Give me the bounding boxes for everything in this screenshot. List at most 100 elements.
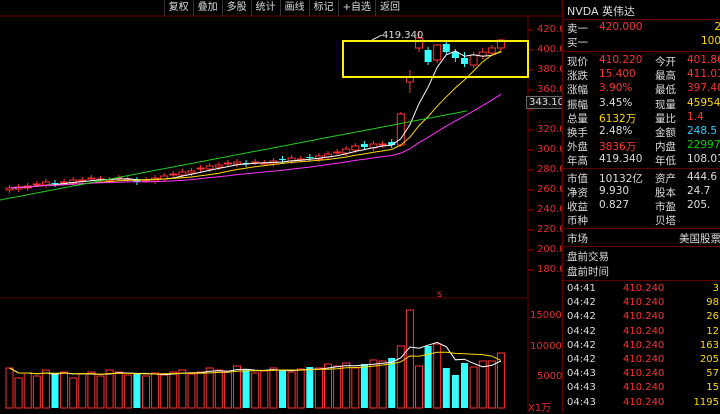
volume-bar (360, 364, 368, 408)
volume-bar (41, 369, 50, 409)
price-axis-tick: 300.00 (537, 144, 572, 155)
stat-value: 108.01 (687, 153, 720, 166)
fund-label: 市值 (567, 173, 588, 185)
premarket-label: 盘前交易 (567, 251, 609, 263)
toolbar-stats-button[interactable]: 统计 (250, 0, 280, 16)
stat-value: 6132万 (599, 112, 637, 125)
candle-body (69, 179, 78, 184)
stat-label: 振幅 (567, 98, 588, 111)
candle-body (187, 170, 196, 174)
tick-row: 04:43 410.240 1195 (567, 397, 720, 410)
toolbar-restore-button[interactable]: 复权 (163, 0, 193, 16)
toolbar-draw-button[interactable]: 画线 (279, 0, 309, 16)
tick-time: 04:43 (567, 368, 596, 380)
stat-label: 年高 (567, 155, 588, 168)
candle-body (214, 164, 223, 168)
fund-label: 净资 (567, 187, 588, 199)
fund-value: 10132亿 (599, 173, 643, 185)
volume-bar (487, 360, 496, 409)
stat-value: 3.90% (599, 82, 633, 95)
market-row: 市场 美国股票 (567, 231, 720, 245)
chart-toolbar: 复权 叠加 多股 统计 画线 标记 +自选 返回 (163, 0, 404, 16)
price-axis-tick: 240.00 (537, 204, 572, 215)
volume-bar (405, 309, 414, 409)
toolbar-overlay-button[interactable]: 叠加 (192, 0, 222, 16)
volume-bar (196, 371, 205, 409)
high-price-pointer (371, 34, 383, 41)
volume-bar (296, 368, 305, 409)
stat-label: 换手 (567, 127, 588, 139)
bid1-row[interactable]: 买一 100 (567, 35, 720, 49)
fund-label: 资产 (655, 173, 676, 185)
volume-bar (32, 375, 41, 409)
volume-bar (51, 374, 59, 408)
fund-row: 市值 10132亿 资产 444.6 (567, 171, 720, 185)
toolbar-mark-button[interactable]: 标记 (308, 0, 338, 16)
volume-bar (324, 363, 332, 409)
fund-value: 0.827 (599, 199, 630, 211)
candle-body (442, 44, 450, 52)
volume-bar (214, 369, 223, 409)
ma20-line (9, 93, 502, 189)
candlestick-chart[interactable]: 复权 叠加 多股 统计 画线 标记 +自选 返回 420.00 400.00 3… (0, 0, 574, 414)
market-label: 市场 (567, 233, 588, 245)
tick-row: 04:43 410.240 57 (567, 368, 720, 381)
volume-bar (442, 368, 450, 408)
volume-bar (78, 373, 87, 409)
price-axis-tick: 280.00 (537, 164, 572, 175)
stat-label: 年低 (655, 155, 676, 168)
volume-bar (251, 372, 260, 409)
volume-bar (123, 374, 132, 409)
highlight-box (342, 40, 529, 78)
candle-body (306, 157, 314, 158)
volume-bar (496, 352, 505, 409)
candle-body (351, 145, 360, 151)
volume-bar (142, 375, 150, 409)
volume-bar (333, 365, 342, 409)
tick-volume: 57 (706, 368, 719, 380)
toolbar-back-button[interactable]: 返回 (375, 0, 404, 16)
tick-row: 04:42 410.240 12 (567, 326, 720, 339)
stat-value: 410.220 (599, 54, 643, 66)
ask1-price: 420.000 (599, 21, 643, 33)
volume-axis-tick: 10000 (530, 341, 562, 352)
stat-value: 45954 (687, 96, 720, 109)
volume-bar (424, 346, 432, 408)
stat-label: 内盘 (655, 141, 676, 154)
bid1-label: 买一 (567, 37, 588, 49)
stat-label: 现价 (567, 56, 588, 68)
candle-body (41, 181, 50, 186)
price-axis-tick: 220.00 (537, 224, 572, 235)
toolbar-add-watchlist-button[interactable]: +自选 (337, 0, 375, 16)
candle-body (169, 173, 178, 176)
tick-price: 410.240 (623, 396, 665, 408)
stat-value: 3.45% (599, 96, 633, 109)
stat-row: 涨幅 3.90% 最低 397.40 (567, 82, 720, 96)
volume-bar (388, 358, 396, 408)
candle-body (205, 165, 214, 170)
candle-body (87, 177, 96, 180)
volume-bar (415, 365, 423, 409)
candle-body (51, 183, 59, 184)
fund-value: 24.7 (687, 185, 711, 197)
stat-row: 外盘 3836万 内盘 22997 (567, 139, 720, 153)
price-axis-tick: 360.00 (537, 84, 572, 95)
volume-bar (133, 374, 141, 408)
stat-value: 1.4 (687, 110, 704, 123)
chart-canvas[interactable] (0, 0, 562, 413)
stat-value: 15.400 (599, 68, 636, 81)
stat-value: 248.5 (687, 125, 718, 137)
candle-body (487, 47, 496, 54)
current-price-tag: 343.107 (526, 96, 574, 109)
toolbar-multi-stock-button[interactable]: 多股 (221, 0, 251, 16)
candle-body (279, 159, 286, 160)
stat-row: 换手 2.48% 金额 248.5 (567, 125, 720, 139)
candle-body (60, 181, 69, 184)
ask1-row[interactable]: 卖一 420.000 2 (567, 21, 720, 35)
volume-bar (260, 370, 269, 409)
candle-body (461, 58, 468, 64)
market-value: 美国股票 (679, 233, 720, 245)
candle-body (333, 151, 342, 154)
candle-body (388, 142, 396, 145)
stat-label: 最低 (655, 84, 676, 97)
